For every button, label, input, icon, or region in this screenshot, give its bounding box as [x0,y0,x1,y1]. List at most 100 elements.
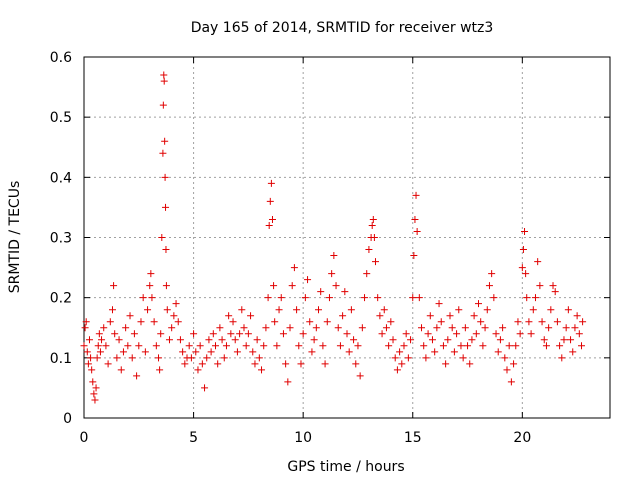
data-point [159,149,167,157]
data-point [135,342,143,350]
data-point [393,366,401,374]
data-point [389,336,397,344]
data-point [325,294,333,302]
data-point [260,342,268,350]
data-point [496,336,504,344]
data-point [80,342,88,350]
data-point [521,227,529,235]
data-point [369,215,377,223]
data-point [238,306,246,314]
data-point [433,324,441,332]
data-point [402,330,410,338]
data-point [222,342,230,350]
data-point [229,318,237,326]
data-point [139,294,147,302]
data-point [295,342,303,350]
data-point [485,282,493,290]
data-point [319,342,327,350]
data-point [553,318,561,326]
data-point [404,354,412,362]
data-point [111,330,119,338]
data-point [391,354,399,362]
data-point [330,252,338,260]
data-point [315,306,323,314]
data-point [161,137,169,145]
data-point [424,330,432,338]
data-point [507,378,515,386]
data-point [363,270,371,278]
data-point [306,318,314,326]
data-point [556,342,564,350]
data-point [304,276,312,284]
data-point [288,282,296,290]
data-point [310,336,318,344]
data-point [282,360,290,368]
data-point [176,336,184,344]
data-point [336,342,344,350]
data-point [231,336,239,344]
data-point [89,378,97,386]
data-point [536,282,544,290]
data-point [95,330,103,338]
data-point [579,318,587,326]
data-point [137,318,145,326]
data-point [531,294,539,302]
data-point [420,342,428,350]
data-point [236,330,244,338]
data-point [481,324,489,332]
data-point [409,294,417,302]
data-point [571,324,579,332]
data-point [113,354,121,362]
data-point [100,324,108,332]
data-point [185,342,193,350]
data-point [128,354,136,362]
data-point [426,312,434,320]
data-point [84,360,92,368]
data-point [519,246,527,254]
data-markers [80,71,587,404]
data-point [172,300,180,308]
data-point [479,342,487,350]
data-point [529,306,537,314]
data-point [156,366,164,374]
data-point [174,318,182,326]
data-point [90,390,98,398]
data-point [343,330,351,338]
data-point [279,330,287,338]
data-point [341,288,349,296]
data-point [503,366,511,374]
data-point [573,312,581,320]
data-point [431,348,439,356]
data-point [161,173,169,181]
data-point [110,282,118,290]
data-point [82,318,90,326]
data-point [382,324,390,332]
data-point [102,342,110,350]
data-point [435,300,443,308]
data-point [505,342,513,350]
data-point [358,324,366,332]
data-point [564,306,572,314]
data-point [115,336,123,344]
data-point [547,306,555,314]
data-point [475,300,482,308]
data-point [470,312,478,320]
data-point [459,354,467,362]
data-point [542,342,550,350]
data-point [163,306,171,314]
data-point [203,354,211,362]
data-point [266,197,274,205]
data-point [534,258,542,266]
data-point [477,318,485,326]
data-point [187,354,195,362]
data-point [249,348,257,356]
data-point [265,221,273,229]
data-point [312,324,320,332]
data-point [158,234,166,241]
y-tick-label: 0.6 [50,50,72,66]
data-point [483,306,491,314]
data-point [461,324,469,332]
data-point [122,324,130,332]
data-point [413,227,421,235]
data-point [91,396,99,404]
